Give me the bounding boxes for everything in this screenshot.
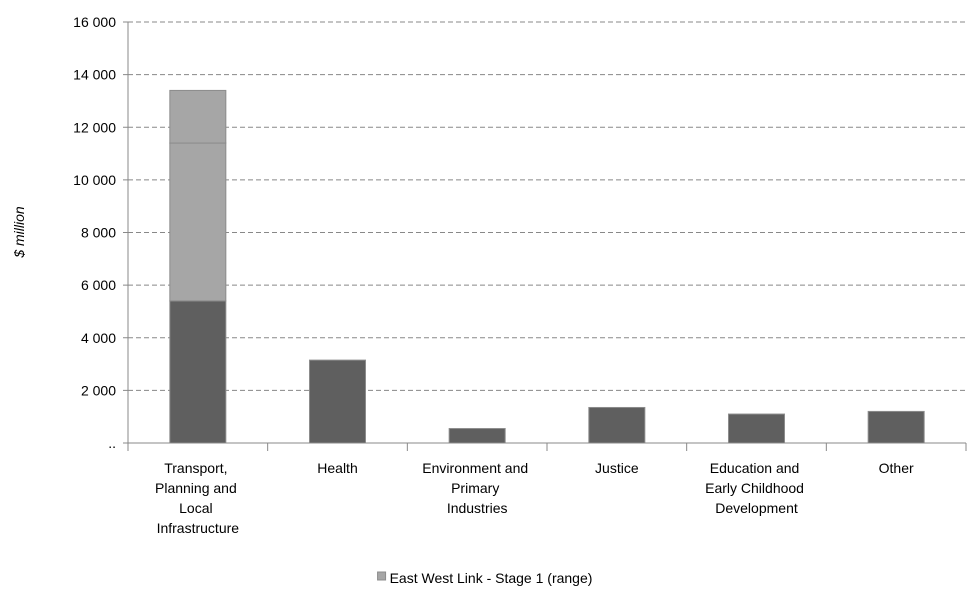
y-axis-label: $ million <box>11 206 27 259</box>
x-tick-label: Transport, Planning and Local Infrastruc… <box>155 460 241 536</box>
bar <box>867 410 925 444</box>
y-tick-label: 6 000 <box>81 277 116 293</box>
y-tick-label: .. <box>108 435 116 451</box>
x-tick-label: Other <box>879 460 914 476</box>
bar <box>728 413 785 444</box>
bar <box>169 300 227 444</box>
legend-swatch <box>377 571 387 581</box>
x-tick-label: Environment and Primary Industries <box>422 460 532 516</box>
bar <box>169 89 227 144</box>
x-tick-label: Health <box>317 460 357 476</box>
y-tick-label: 4 000 <box>81 330 116 346</box>
y-tick-label: 14 000 <box>73 67 116 83</box>
x-tick-label: Education and Early Childhood Developmen… <box>705 460 808 516</box>
bar <box>448 428 506 444</box>
y-tick-label: 8 000 <box>81 225 116 241</box>
bar <box>169 142 227 302</box>
y-tick-label: 12 000 <box>73 119 116 135</box>
y-tick-label: 2 000 <box>81 382 116 398</box>
bar <box>588 406 646 444</box>
legend-label: East West Link - Stage 1 (range) <box>390 570 593 586</box>
y-tick-label: 16 000 <box>73 14 116 30</box>
bar <box>309 359 366 444</box>
x-tick-label: Justice <box>595 460 639 476</box>
y-tick-label: 10 000 <box>73 172 116 188</box>
